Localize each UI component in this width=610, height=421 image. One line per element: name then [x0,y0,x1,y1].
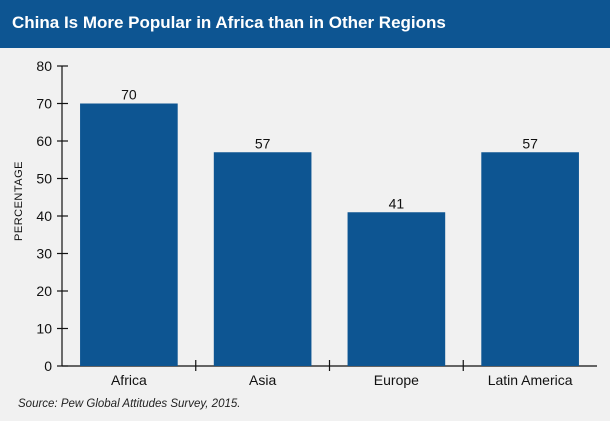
bar [213,152,312,366]
x-tick-label: Europe [374,372,419,388]
y-tick-label: 10 [36,321,52,337]
y-tick-label: 80 [36,58,52,74]
bars: 70 57 41 57 [80,87,579,366]
x-tick-label: Asia [249,372,276,388]
y-tick-label: 70 [36,96,52,112]
y-tick-label: 60 [36,133,52,149]
y-tick-label: 40 [36,208,52,224]
y-axis-label: PERCENTAGE [13,161,25,241]
y-tick-label: 50 [36,171,52,187]
bar [80,103,178,366]
bar-value-label: 57 [522,135,538,151]
bar-value-label: 57 [255,135,271,151]
bar-chart: 0 10 20 30 40 50 60 70 80 Africa Asia Europe Latin … [13,58,597,388]
x-tick-label: Africa [111,372,147,388]
y-tick-label: 0 [44,358,52,374]
x-tick-label: Latin America [488,372,573,388]
chart-title: China Is More Popular in Africa than in … [12,13,446,32]
y-tick-label: 30 [36,246,52,262]
source-note: Source: Pew Global Attitudes Survey, 201… [18,398,241,410]
bar-value-label: 70 [121,87,137,103]
bar-value-label: 41 [389,195,405,211]
bar [481,152,579,366]
bar [347,212,446,366]
y-axis: 0 10 20 30 40 50 60 70 80 [36,58,68,374]
chart-header: China Is More Popular in Africa than in … [0,0,610,48]
y-tick-label: 20 [36,283,52,299]
